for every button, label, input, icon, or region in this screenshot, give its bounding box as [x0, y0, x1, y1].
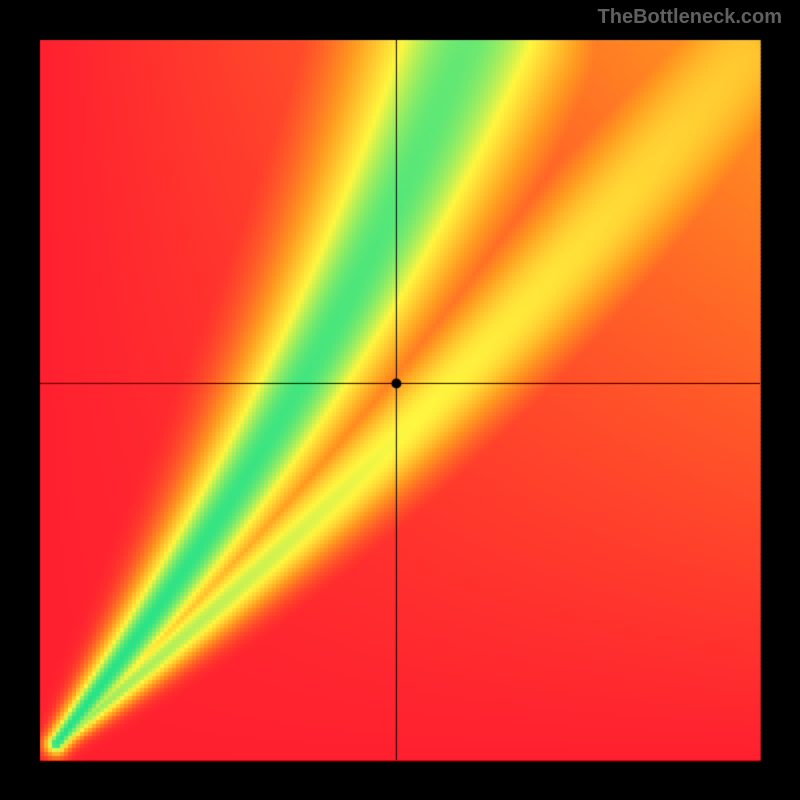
heatmap-canvas: [0, 0, 800, 800]
watermark: TheBottleneck.com: [598, 6, 782, 29]
chart-container: TheBottleneck.com: [0, 0, 800, 800]
